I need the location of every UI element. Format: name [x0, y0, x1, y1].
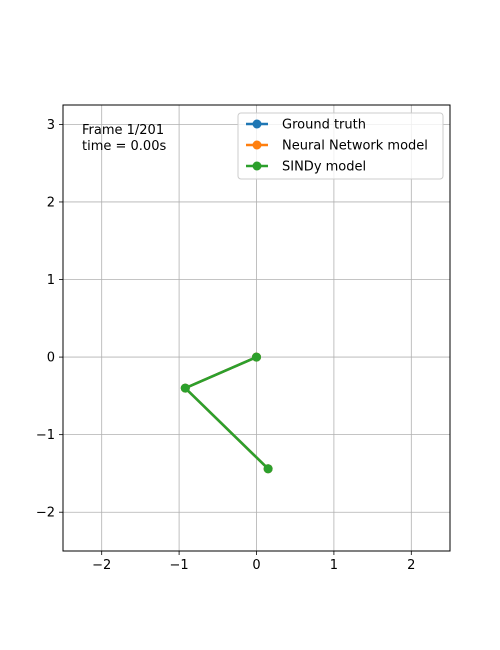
time-annotation: time = 0.00s	[82, 139, 166, 154]
legend-label: Neural Network model	[282, 139, 428, 154]
series-point	[180, 383, 190, 393]
ticks: −2 −1 0 1 2 −2 −1 0 1 2 3	[36, 118, 416, 573]
legend-entry: SINDy model	[246, 160, 366, 175]
frame-annotation: Frame 1/201	[82, 123, 164, 138]
legend-entry: Neural Network model	[246, 139, 428, 154]
series-point	[263, 464, 273, 474]
y-tick-label: 0	[47, 351, 55, 366]
legend-marker	[252, 140, 262, 150]
x-tick-label: 1	[330, 558, 338, 573]
series-2	[180, 352, 273, 474]
legend-box	[237, 112, 444, 180]
legend: Ground truth Neural Network model SINDy mo…	[237, 112, 444, 180]
series-group	[180, 352, 273, 474]
y-tick-label: 3	[47, 118, 55, 133]
x-tick-label: 2	[407, 558, 415, 573]
legend-entry: Ground truth	[246, 118, 366, 133]
series-point	[252, 352, 261, 362]
legend-marker	[252, 119, 262, 129]
y-tick-label: 2	[47, 195, 55, 210]
y-tick-label: 1	[47, 273, 55, 288]
x-tick-label: −2	[92, 558, 111, 573]
legend-label: Ground truth	[282, 118, 366, 133]
x-tick-label: 0	[252, 558, 260, 573]
legend-label: SINDy model	[282, 160, 366, 175]
y-tick-label: −1	[36, 428, 55, 443]
legend-marker	[252, 161, 262, 171]
x-tick-label: −1	[170, 558, 189, 573]
y-tick-label: −2	[36, 506, 55, 521]
